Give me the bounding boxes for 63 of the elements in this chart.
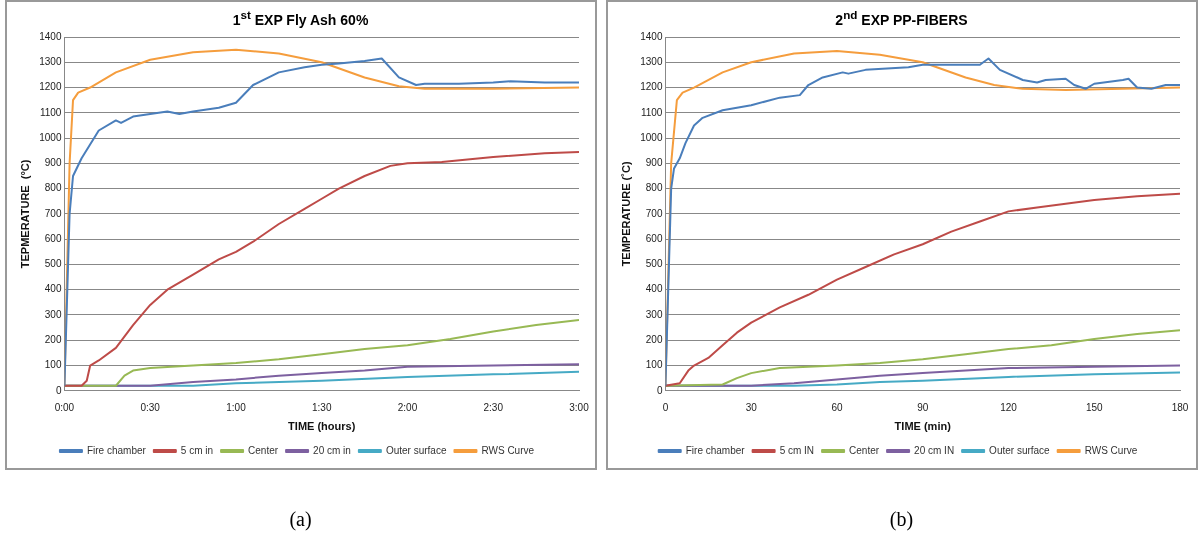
- y-axis-title: TEPMERATURE (°C): [18, 159, 31, 269]
- legend-label: 20 cm IN: [913, 444, 954, 456]
- x-tick-label: 1:30: [311, 401, 332, 413]
- x-axis-title: TIME (min): [894, 420, 951, 433]
- y-tick-label: 200: [44, 334, 62, 346]
- legend-label: 5 cm in: [180, 444, 213, 456]
- legend-label: Center: [848, 444, 880, 456]
- y-axis-title: TEMPERATURE (˚C): [619, 161, 632, 267]
- legend-label: Fire chamber: [685, 444, 745, 456]
- y-tick-label: 900: [645, 157, 663, 169]
- y-tick-label: 300: [645, 308, 663, 320]
- y-tick-label: 800: [44, 182, 62, 194]
- y-tick-label: 1300: [38, 56, 62, 68]
- x-axis-title: TIME (hours): [287, 420, 356, 433]
- x-tick-label: 2:30: [483, 401, 503, 413]
- y-tick-label: 0: [55, 384, 62, 396]
- legend-label: RWS Curve: [480, 444, 534, 456]
- legend-label: Outer surface: [385, 444, 447, 456]
- y-tick-label: 100: [44, 359, 62, 371]
- legend-label: Fire chamber: [86, 444, 147, 456]
- y-tick-label: 1200: [38, 81, 62, 93]
- text: (b): [889, 508, 914, 531]
- y-tick-label: 300: [44, 308, 62, 320]
- y-tick-label: 800: [645, 182, 663, 194]
- y-tick-label: 200: [645, 334, 663, 346]
- x-tick-label: 0:00: [54, 401, 75, 413]
- y-tick-label: 1100: [640, 106, 663, 118]
- x-tick-label: 90: [916, 401, 929, 413]
- legend-label: Outer surface: [988, 444, 1050, 456]
- y-tick-label: 100: [645, 359, 663, 371]
- y-tick-label: 400: [44, 283, 62, 295]
- y-tick-label: 600: [44, 232, 62, 244]
- x-tick-label: 0:30: [139, 401, 160, 413]
- legend-label: Center: [247, 444, 279, 456]
- y-tick-label: 600: [645, 232, 663, 244]
- y-tick-label: 700: [645, 207, 663, 219]
- y-tick-label: 700: [44, 207, 62, 219]
- y-tick-label: 0: [656, 384, 663, 396]
- y-tick-label: 1100: [39, 106, 62, 118]
- y-tick-label: 1400: [38, 30, 62, 42]
- x-tick-label: 120: [999, 401, 1017, 413]
- y-tick-label: 1300: [639, 56, 663, 68]
- text: (a): [289, 508, 312, 531]
- legend-label: 20 cm in: [312, 444, 351, 456]
- x-tick-label: 2:00: [397, 401, 418, 413]
- y-tick-label: 900: [44, 157, 62, 169]
- y-tick-label: 500: [44, 258, 62, 270]
- chart-title: 1$^{st}$ EXP Fly Ash 60%: [231, 8, 370, 28]
- x-tick-label: 150: [1085, 401, 1103, 413]
- x-tick-label: 180: [1171, 401, 1189, 413]
- x-tick-label: 1:00: [225, 401, 246, 413]
- y-tick-label: 1000: [38, 131, 62, 143]
- y-tick-label: 500: [645, 258, 663, 270]
- x-tick-label: 3:00: [568, 401, 589, 413]
- legend-label: 5 cm IN: [779, 444, 814, 456]
- y-tick-label: 1000: [639, 131, 663, 143]
- chart-title: 2$^{nd}$ EXP PP-FIBERS: [834, 8, 969, 28]
- legend-label: RWS Curve: [1084, 444, 1138, 456]
- y-tick-label: 1400: [639, 30, 663, 42]
- x-tick-label: 30: [745, 401, 757, 413]
- x-tick-label: 60: [830, 401, 843, 413]
- y-tick-label: 400: [645, 283, 663, 295]
- y-tick-label: 1200: [639, 81, 663, 93]
